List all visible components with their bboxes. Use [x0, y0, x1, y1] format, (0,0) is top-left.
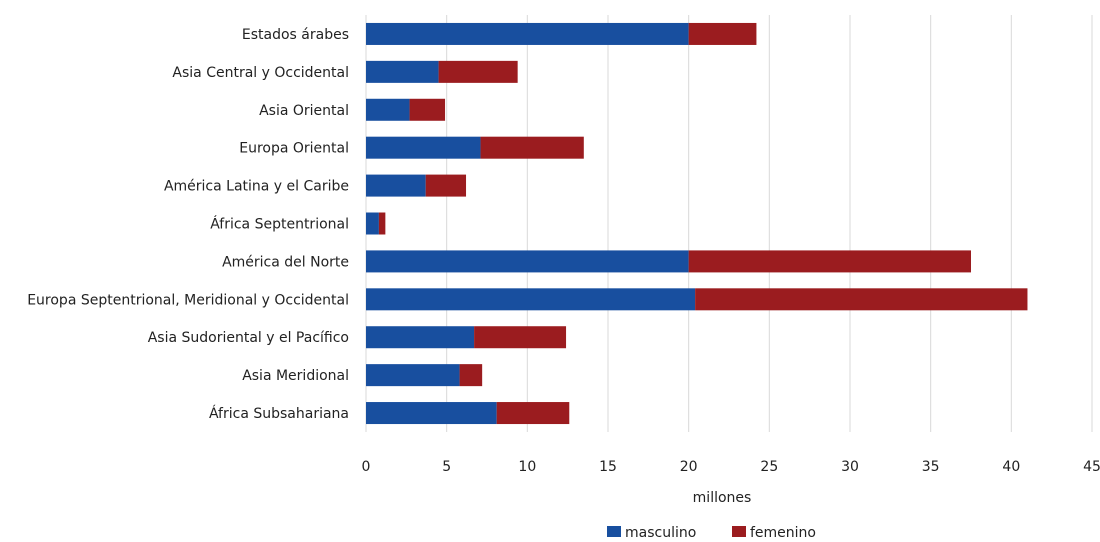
x-tick-label: 15	[599, 459, 617, 475]
category-label: Europa Oriental	[239, 141, 349, 157]
legend: masculino femenino	[607, 525, 816, 541]
bar-femenino	[695, 288, 1028, 311]
bar-femenino	[688, 22, 757, 45]
x-tick-label: 45	[1083, 459, 1100, 475]
bar-femenino	[459, 364, 483, 387]
category-label: Asia Meridional	[242, 368, 349, 384]
category-label: América Latina y el Caribe	[164, 179, 349, 195]
x-tick-label: 25	[760, 459, 778, 475]
bar-masculino	[366, 326, 475, 349]
category-label: Asia Oriental	[259, 103, 349, 119]
category-label: Europa Septentrional, Meridional y Occid…	[27, 292, 349, 308]
legend-swatch-femenino	[732, 526, 746, 537]
bar-masculino	[366, 98, 410, 121]
category-label: Asia Central y Occidental	[172, 65, 349, 81]
bar-femenino	[438, 60, 518, 83]
bar-masculino	[366, 402, 497, 425]
gridlines	[365, 15, 1093, 432]
x-tick-labels: 0 5 10 15 20 25 30 35 40 45	[362, 459, 1100, 475]
legend-label-masculino: masculino	[625, 525, 696, 541]
category-label: África Subsahariana	[209, 405, 349, 422]
x-tick-label: 5	[442, 459, 451, 475]
category-labels: Estados árabes Asia Central y Occidental A…	[27, 27, 349, 422]
bar-femenino	[496, 402, 570, 425]
bar-masculino	[366, 136, 481, 159]
x-tick-label: 35	[922, 459, 940, 475]
bar-femenino	[425, 174, 467, 197]
bar-femenino	[474, 326, 567, 349]
bars	[366, 22, 1028, 425]
bar-masculino	[366, 288, 696, 311]
x-tick-label: 20	[680, 459, 698, 475]
bar-masculino	[366, 364, 460, 387]
legend-label-femenino: femenino	[750, 525, 816, 541]
bar-femenino	[480, 136, 584, 159]
x-tick-label: 30	[841, 459, 859, 475]
category-label: Estados árabes	[242, 27, 349, 43]
bar-masculino	[366, 22, 689, 45]
x-tick-label: 0	[362, 459, 371, 475]
bar-masculino	[366, 250, 689, 273]
x-tick-label: 10	[518, 459, 536, 475]
legend-swatch-masculino	[607, 526, 621, 537]
x-axis-title: millones	[693, 490, 752, 506]
bar-masculino	[366, 212, 379, 235]
bar-femenino	[688, 250, 971, 273]
bar-masculino	[366, 60, 439, 83]
bar-masculino	[366, 174, 426, 197]
bar-femenino	[409, 98, 446, 121]
bar-femenino	[378, 212, 386, 235]
category-label: América del Norte	[222, 254, 349, 270]
x-tick-label: 40	[1002, 459, 1020, 475]
category-label: Asia Sudoriental y el Pacífico	[148, 330, 349, 346]
category-label: África Septentrional	[210, 216, 349, 233]
